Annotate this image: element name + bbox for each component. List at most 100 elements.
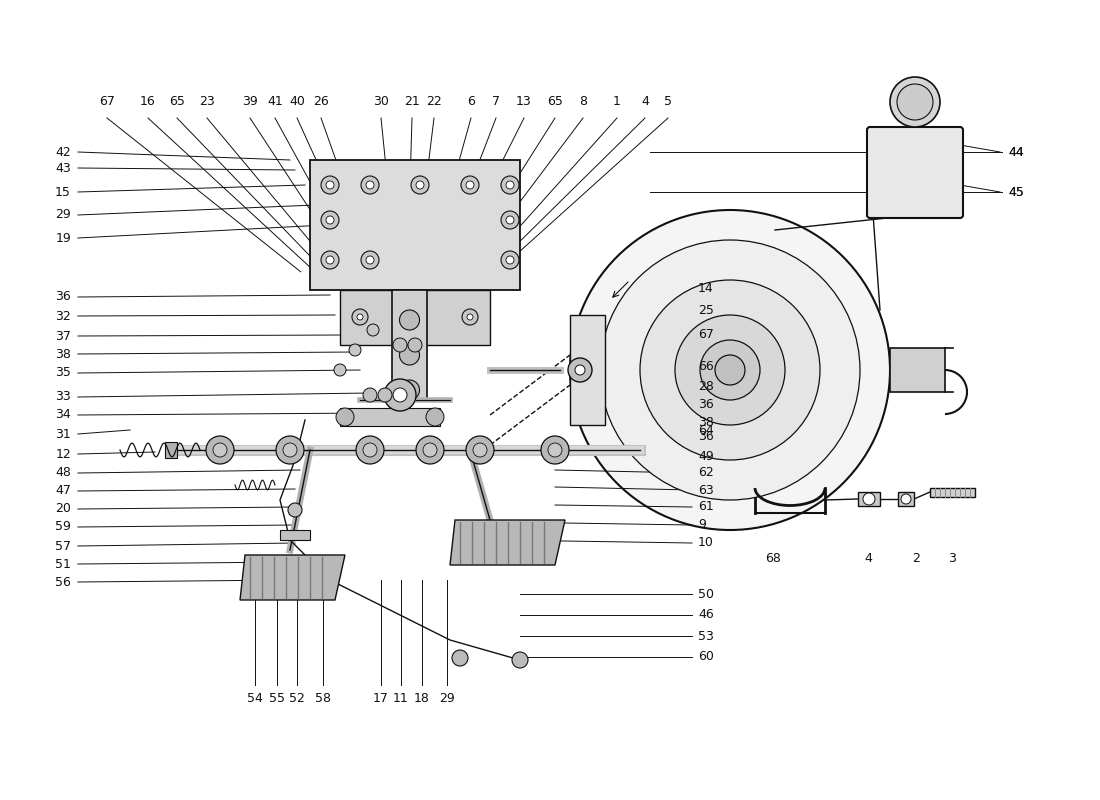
Text: 47: 47 — [55, 485, 72, 498]
Circle shape — [575, 365, 585, 375]
Text: 65: 65 — [169, 95, 185, 108]
Text: 65: 65 — [547, 95, 563, 108]
Circle shape — [366, 256, 374, 264]
Circle shape — [715, 355, 745, 385]
Circle shape — [276, 436, 304, 464]
Circle shape — [675, 315, 785, 425]
Text: 45: 45 — [1008, 186, 1024, 198]
Circle shape — [363, 388, 377, 402]
Text: 46: 46 — [698, 609, 714, 622]
Text: 30: 30 — [373, 95, 389, 108]
Circle shape — [384, 379, 416, 411]
Circle shape — [288, 503, 302, 517]
Text: 21: 21 — [404, 95, 420, 108]
Circle shape — [361, 176, 379, 194]
Circle shape — [367, 324, 380, 336]
Bar — [898, 492, 914, 506]
Text: 22: 22 — [426, 95, 442, 108]
Text: 56: 56 — [55, 575, 72, 589]
Circle shape — [408, 338, 422, 352]
Text: 40: 40 — [289, 95, 305, 108]
Circle shape — [393, 388, 407, 402]
Circle shape — [864, 493, 874, 505]
Text: 59: 59 — [55, 521, 72, 534]
Text: 34: 34 — [55, 409, 72, 422]
Bar — [340, 408, 440, 426]
Circle shape — [213, 443, 227, 457]
Text: 45: 45 — [1008, 186, 1024, 198]
Text: 43: 43 — [55, 162, 72, 174]
Circle shape — [321, 176, 339, 194]
Circle shape — [500, 211, 519, 229]
Text: 63: 63 — [698, 483, 714, 497]
Text: 25: 25 — [698, 305, 714, 318]
Circle shape — [700, 340, 760, 400]
Text: 6: 6 — [468, 95, 475, 108]
Bar — [570, 315, 605, 425]
Circle shape — [512, 652, 528, 668]
Circle shape — [334, 364, 346, 376]
Text: 20: 20 — [55, 502, 72, 515]
Circle shape — [473, 443, 487, 457]
Text: 38: 38 — [698, 415, 714, 429]
Circle shape — [358, 314, 363, 320]
Circle shape — [399, 310, 419, 330]
Text: 18: 18 — [414, 692, 430, 705]
Circle shape — [468, 314, 473, 320]
Text: 4: 4 — [641, 95, 649, 108]
Circle shape — [506, 216, 514, 224]
Circle shape — [336, 408, 354, 426]
Text: 61: 61 — [698, 501, 714, 514]
Text: 55: 55 — [270, 692, 285, 705]
Text: 13: 13 — [516, 95, 532, 108]
Circle shape — [901, 494, 911, 504]
Text: 29: 29 — [55, 209, 72, 222]
Text: 14: 14 — [698, 282, 714, 294]
Circle shape — [393, 338, 407, 352]
Circle shape — [326, 256, 334, 264]
Text: 36: 36 — [55, 290, 72, 303]
Circle shape — [506, 181, 514, 189]
Text: 2: 2 — [912, 552, 920, 565]
Circle shape — [399, 380, 419, 400]
Text: 52: 52 — [289, 692, 305, 705]
Text: 3: 3 — [948, 552, 956, 565]
Circle shape — [366, 181, 374, 189]
Text: 51: 51 — [55, 558, 72, 570]
Circle shape — [500, 251, 519, 269]
Text: 9: 9 — [698, 518, 706, 531]
Circle shape — [462, 309, 478, 325]
Circle shape — [411, 176, 429, 194]
Text: 17: 17 — [373, 692, 389, 705]
Text: 8: 8 — [579, 95, 587, 108]
Bar — [392, 290, 427, 400]
Text: 60: 60 — [698, 650, 714, 663]
Circle shape — [349, 344, 361, 356]
Circle shape — [570, 210, 890, 530]
Text: 37: 37 — [55, 330, 72, 342]
Text: 36: 36 — [698, 398, 714, 410]
Circle shape — [890, 77, 940, 127]
FancyBboxPatch shape — [867, 127, 962, 218]
Circle shape — [321, 211, 339, 229]
Circle shape — [640, 280, 820, 460]
Text: 28: 28 — [698, 379, 714, 393]
Circle shape — [452, 650, 468, 666]
Text: 41: 41 — [267, 95, 283, 108]
Text: 1: 1 — [613, 95, 620, 108]
Text: 44: 44 — [1008, 146, 1024, 158]
Circle shape — [283, 443, 297, 457]
Bar — [890, 348, 945, 392]
Circle shape — [321, 251, 339, 269]
Text: 7: 7 — [492, 95, 500, 108]
Bar — [930, 488, 975, 497]
Bar — [858, 492, 880, 506]
Text: 49: 49 — [698, 450, 714, 462]
Text: 48: 48 — [55, 466, 72, 479]
Text: 31: 31 — [55, 427, 72, 441]
Text: 44: 44 — [1008, 146, 1024, 158]
Circle shape — [416, 181, 424, 189]
Text: 12: 12 — [55, 447, 72, 461]
Circle shape — [206, 436, 234, 464]
Text: 35: 35 — [55, 366, 72, 379]
